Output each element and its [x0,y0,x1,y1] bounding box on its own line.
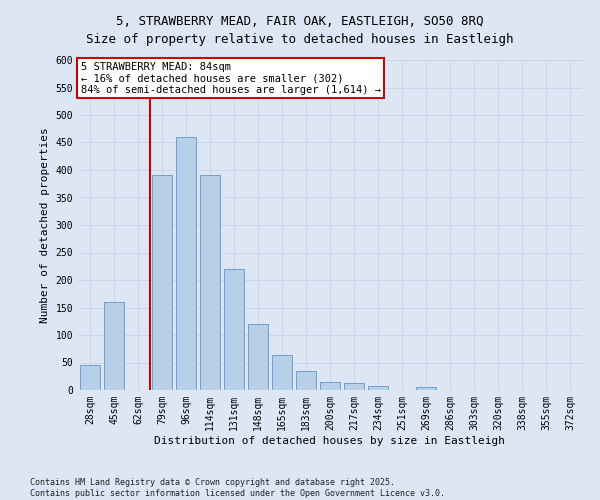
Bar [248,324,268,390]
Bar [80,365,100,390]
Text: Contains HM Land Registry data © Crown copyright and database right 2025.
Contai: Contains HM Land Registry data © Crown c… [30,478,445,498]
Bar [344,383,364,390]
X-axis label: Distribution of detached houses by size in Eastleigh: Distribution of detached houses by size … [155,436,505,446]
Bar [296,371,316,390]
Bar [368,386,388,390]
Bar [272,356,292,390]
Bar [104,302,124,390]
Bar [200,176,220,390]
Y-axis label: Number of detached properties: Number of detached properties [40,127,50,323]
Bar [416,386,436,390]
Bar [152,176,172,390]
Bar [224,269,244,390]
Text: 5, STRAWBERRY MEAD, FAIR OAK, EASTLEIGH, SO50 8RQ: 5, STRAWBERRY MEAD, FAIR OAK, EASTLEIGH,… [116,15,484,28]
Text: 5 STRAWBERRY MEAD: 84sqm
← 16% of detached houses are smaller (302)
84% of semi-: 5 STRAWBERRY MEAD: 84sqm ← 16% of detach… [80,62,380,95]
Text: Size of property relative to detached houses in Eastleigh: Size of property relative to detached ho… [86,32,514,46]
Bar [320,382,340,390]
Bar [176,137,196,390]
